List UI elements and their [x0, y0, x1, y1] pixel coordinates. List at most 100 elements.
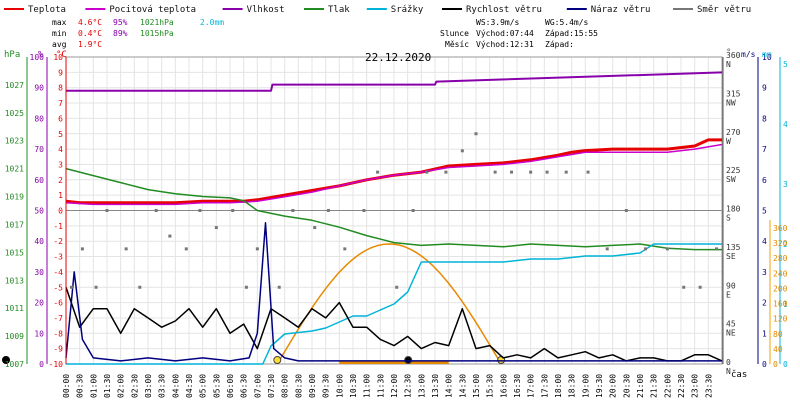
stat-min-temp: 0.4°C — [78, 29, 102, 38]
tick-direction-label: E — [726, 290, 731, 299]
wind-direction-point — [411, 209, 415, 212]
tick-time: 15:00 — [472, 374, 481, 398]
tick-time: 06:30 — [240, 374, 249, 398]
legend-item: Teplota — [4, 5, 66, 15]
tick-time: 03:00 — [144, 374, 153, 398]
tick-solar: 280 — [773, 254, 788, 263]
tick-temperature: -6 — [53, 299, 63, 308]
stat-max-label: max — [52, 18, 67, 27]
tick-rain: 4 — [783, 120, 788, 129]
stat-max-hum: 95% — [113, 18, 128, 27]
tick-time: 01:00 — [89, 374, 98, 398]
wind-direction-point — [313, 226, 317, 230]
wind-direction-point — [138, 285, 142, 289]
wind-direction-point — [343, 247, 347, 251]
series-line — [65, 167, 722, 251]
wind-direction-point — [460, 149, 464, 153]
tick-time: 21:00 — [636, 374, 645, 398]
wind-direction-point — [715, 247, 719, 251]
wind-direction-point — [124, 247, 128, 251]
tick-rain: 2 — [783, 240, 788, 249]
wind-direction-point — [493, 170, 497, 174]
tick-temperature: -1 — [53, 222, 63, 231]
stat-max-press: 1021hPa — [140, 18, 174, 27]
tick-humidity: 20 — [34, 299, 44, 308]
unit-dir: ° — [726, 48, 731, 58]
legend-label: Vlhkost — [247, 5, 285, 15]
wind-direction-point — [184, 247, 188, 251]
tick-direction-label: NE — [726, 329, 736, 338]
tick-time: 11:30 — [376, 374, 385, 398]
tick-solar: 0 — [773, 360, 778, 369]
tick-time: 02:00 — [117, 374, 126, 398]
tick-time: 17:00 — [527, 374, 536, 398]
series-line — [66, 243, 722, 365]
tick-temperature: 3 — [58, 160, 63, 169]
tick-time: 18:30 — [568, 374, 577, 398]
tick-temperature: -2 — [53, 237, 63, 246]
legend-label: Teplota — [28, 5, 66, 15]
legend-item: Směr větru — [673, 5, 751, 15]
tick-time: 20:00 — [609, 374, 618, 398]
tick-time: 14:00 — [445, 374, 454, 398]
tick-pressure: 1019 — [5, 193, 24, 202]
legend-item: Tlak — [304, 5, 350, 15]
wind-direction-point — [698, 285, 702, 289]
stat-min-hum: 89% — [113, 29, 128, 38]
moonrise-value: Východ:12:31 — [476, 40, 534, 49]
wind-direction-point — [231, 209, 235, 212]
tick-wind: 2 — [762, 299, 767, 308]
legend-item: Srážky — [366, 5, 424, 15]
tick-temperature: 7 — [58, 99, 63, 108]
sunset-value: Západ:15:55 — [545, 29, 598, 38]
legend-label: Srážky — [391, 5, 424, 15]
tick-time: 07:00 — [253, 374, 262, 398]
tick-time: 22:30 — [677, 374, 686, 398]
tick-temperature: 8 — [58, 84, 63, 93]
unit-mm: mm — [762, 50, 772, 59]
tick-humidity: 90 — [34, 84, 44, 93]
wind-direction-point — [376, 170, 380, 174]
tick-time: 00:00 — [62, 374, 71, 398]
wind-gust-value: WG:5.4m/s — [545, 18, 589, 27]
series-lines — [65, 71, 723, 365]
tick-time: 19:00 — [581, 374, 590, 398]
tick-temperature: 6 — [58, 114, 63, 123]
legend-label: Rychlost větru — [466, 5, 542, 15]
tick-temperature: 4 — [58, 145, 63, 154]
tick-temperature: -7 — [53, 314, 63, 323]
legend-item: Náraz větru — [566, 5, 650, 15]
tick-direction-label: N — [726, 367, 731, 376]
tick-pressure: 1007 — [5, 360, 24, 369]
tick-temperature: 2 — [58, 176, 63, 185]
wind-direction-point — [69, 285, 73, 289]
wind-direction-point — [545, 170, 549, 174]
tick-direction-label: S — [726, 214, 731, 223]
tick-time: 14:30 — [458, 374, 467, 398]
unit-deg: °C — [56, 50, 67, 60]
solar-curves — [2, 243, 506, 365]
series-line — [65, 143, 723, 206]
tick-solar: 320 — [773, 239, 788, 248]
tick-humidity: 70 — [34, 145, 44, 154]
tick-humidity: 60 — [34, 176, 44, 185]
stat-min-label: min — [52, 29, 67, 38]
wind-direction-point — [291, 209, 295, 212]
tick-pressure: 1017 — [5, 220, 24, 229]
moon-marker — [2, 356, 10, 364]
tick-solar: 80 — [773, 330, 783, 339]
wind-direction-point — [624, 209, 628, 212]
tick-time: 09:00 — [308, 374, 317, 398]
legend-item: Rychlost větru — [442, 5, 542, 15]
tick-pressure: 1027 — [5, 81, 24, 90]
series-line — [66, 71, 723, 92]
wind-direction-point — [605, 247, 609, 251]
tick-direction: 135 — [726, 243, 741, 252]
tick-temperature: -3 — [53, 253, 63, 262]
wind-direction-point — [362, 209, 366, 212]
wind-direction-point — [643, 247, 647, 251]
tick-time: 19:30 — [595, 374, 604, 398]
series-line — [65, 287, 723, 362]
tick-rain: 1 — [783, 300, 788, 309]
